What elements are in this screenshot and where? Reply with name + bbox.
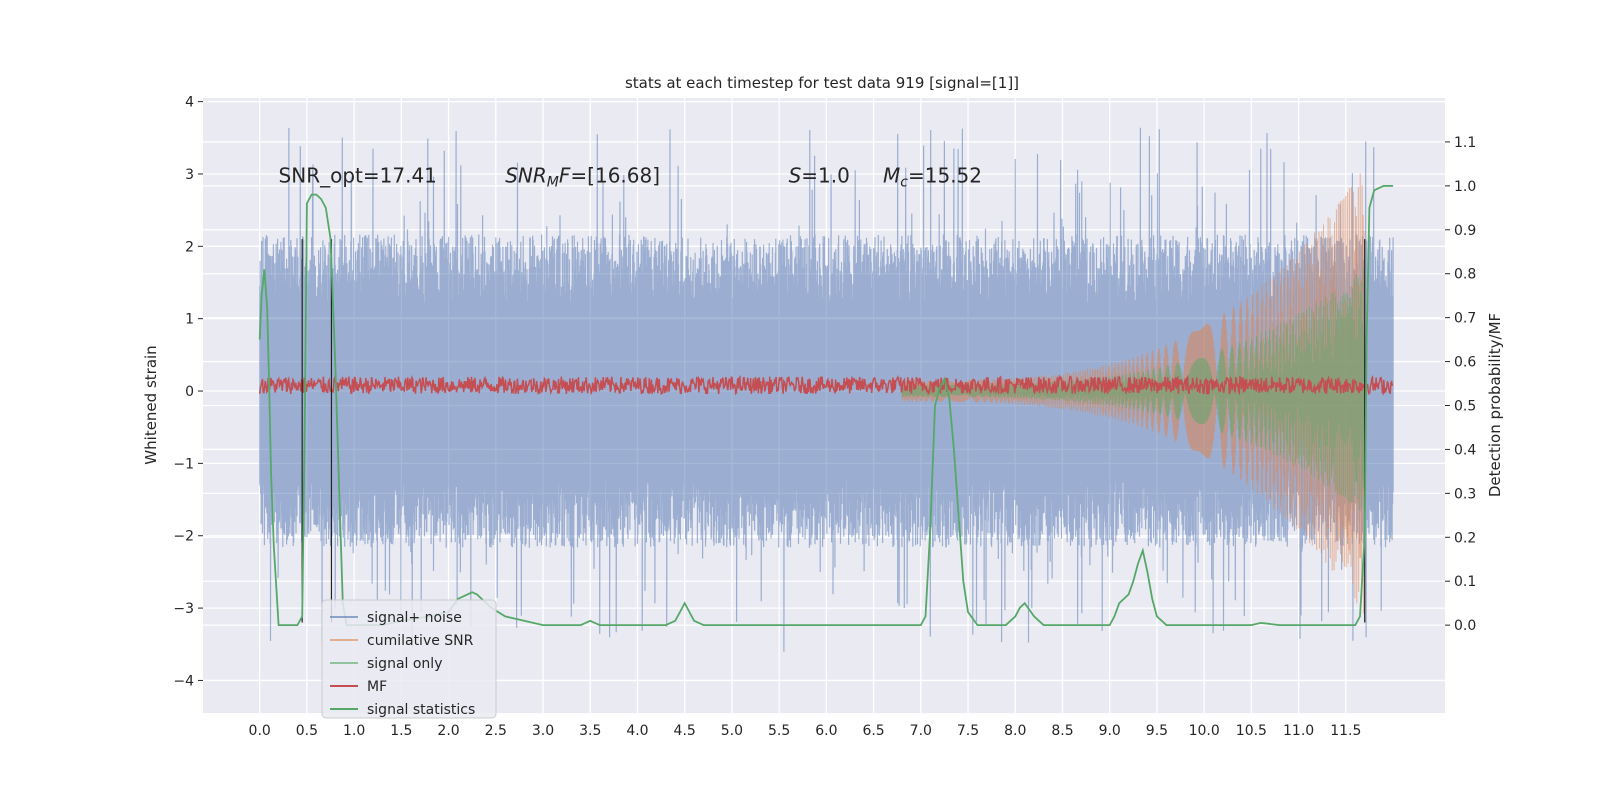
chart-title: stats at each timestep for test data 919… <box>625 74 1019 92</box>
annotations: SNR_opt=17.41 SNRMF=[16.68] S=1.0 Mc=15.52 <box>279 164 982 191</box>
y-right-tick-label: 1.1 <box>1454 135 1476 151</box>
y-right-tick-label: 1.0 <box>1454 179 1476 195</box>
annotation-s-value: S=1.0 <box>789 164 850 188</box>
y-tick-label: 0 <box>185 384 194 400</box>
y-tick-label: −3 <box>173 601 194 617</box>
series-signal-only <box>901 269 1366 510</box>
x-tick-label: 0.5 <box>296 723 318 739</box>
x-tick-label: 9.5 <box>1146 723 1168 739</box>
y-right-tick-label: 0.3 <box>1454 486 1476 502</box>
x-tick-label: 4.0 <box>626 723 648 739</box>
x-tick-label: 8.0 <box>1004 723 1026 739</box>
x-tick-label: 1.0 <box>343 723 365 739</box>
x-tick-label: 11.0 <box>1283 723 1314 739</box>
x-tick-label: 2.5 <box>485 723 507 739</box>
y-right-tick-label: 0.6 <box>1454 355 1476 371</box>
y-right-tick-label: 0.7 <box>1454 311 1476 327</box>
y-right-tick-label: 0.2 <box>1454 530 1476 546</box>
x-tick-label: 2.0 <box>437 723 459 739</box>
y-tick-label: 4 <box>185 95 194 111</box>
x-tick-label: 6.0 <box>815 723 837 739</box>
x-tick-label: 7.0 <box>910 723 932 739</box>
y-tick-label: −1 <box>173 456 194 472</box>
y-right-tick-label: 0.5 <box>1454 399 1476 415</box>
y-tick-label: −2 <box>173 529 194 545</box>
legend-label: signal+ noise <box>367 610 462 626</box>
annotation-snr-opt: SNR_opt=17.41 <box>279 164 437 188</box>
y-tick-label: 1 <box>185 312 194 328</box>
y-right-tick-label: 0.9 <box>1454 223 1476 239</box>
x-tick-label: 11.5 <box>1330 723 1361 739</box>
x-tick-label: 0.0 <box>249 723 271 739</box>
annotation-part: F <box>559 164 571 188</box>
annotation-part: M <box>883 164 900 188</box>
y-tick-label: 2 <box>185 239 194 255</box>
annotation-part: M <box>547 175 559 191</box>
x-tick-label: 3.5 <box>579 723 601 739</box>
y-right-tick-label: 0.8 <box>1454 267 1476 283</box>
ticks: 0.0 0.5 1.0 1.5 2.0 2.5 3.0 3.5 4.0 4.5 5.0 5.5 6.0 6… <box>173 95 1476 739</box>
x-tick-label: 7.5 <box>957 723 979 739</box>
annotation-part: =15.52 <box>908 164 982 188</box>
annotation-part: =[16.68] <box>570 164 660 188</box>
x-tick-label: 4.5 <box>674 723 696 739</box>
y-right-tick-label: 0.1 <box>1454 574 1476 590</box>
legend-label: MF <box>367 679 387 695</box>
y-axis-label: Whitened strain <box>142 345 160 464</box>
annotation-part: c <box>900 175 908 191</box>
y-right-tick-label: 0.4 <box>1454 442 1476 458</box>
x-tick-label: 5.5 <box>768 723 790 739</box>
legend: signal+ noise cumilative SNR signal only MF… <box>321 599 497 719</box>
y-right-tick-label: 0.0 <box>1454 618 1476 634</box>
x-tick-label: 1.5 <box>390 723 412 739</box>
x-tick-label: 10.0 <box>1189 723 1220 739</box>
annotation-part: =1.0 <box>801 164 850 188</box>
series-mf <box>258 374 1394 396</box>
legend-box <box>321 599 497 719</box>
x-tick-label: 8.5 <box>1051 723 1073 739</box>
annotation-snr-mf: SNRMF=[16.68] <box>505 164 660 191</box>
y-right-axis-label: Detection probability/MF <box>1486 313 1504 497</box>
annotation-part: S <box>789 164 802 188</box>
x-tick-label: 10.5 <box>1236 723 1267 739</box>
series-layer <box>258 127 1394 652</box>
x-tick-label: 3.0 <box>532 723 554 739</box>
legend-label: signal only <box>367 656 442 672</box>
y-tick-label: 3 <box>185 167 194 183</box>
x-tick-label: 5.0 <box>721 723 743 739</box>
y-tick-label: −4 <box>173 673 194 689</box>
series-signal-statistics <box>258 185 1394 626</box>
series-signal-noise <box>259 127 1394 652</box>
legend-label: signal statistics <box>367 702 475 718</box>
legend-label: cumilative SNR <box>367 633 474 649</box>
annotation-part: SNR <box>505 164 547 188</box>
annotation-mc-value: Mc=15.52 <box>883 164 982 191</box>
x-tick-label: 6.5 <box>862 723 884 739</box>
x-tick-label: 9.0 <box>1099 723 1121 739</box>
